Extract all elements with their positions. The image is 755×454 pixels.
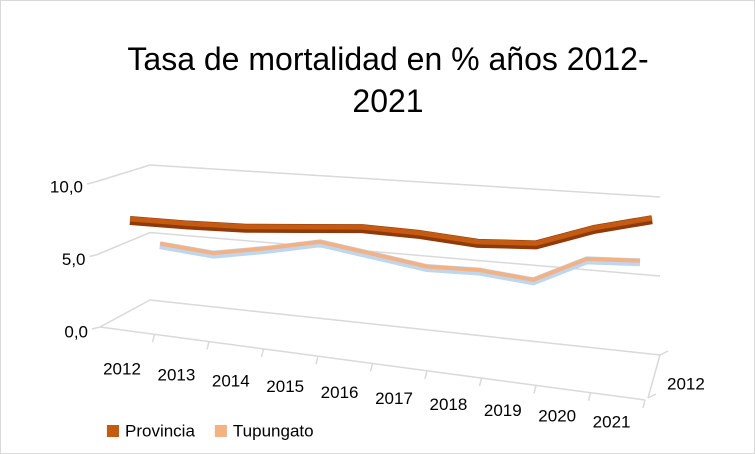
x-tick-label: 2018 (429, 395, 467, 414)
depth-label: 2012 (667, 374, 705, 393)
y-tick-label: 0,0 (64, 322, 88, 341)
series-line (129, 215, 653, 246)
y-tick (91, 326, 101, 330)
x-tick (206, 341, 210, 350)
grid-line (99, 299, 661, 356)
x-tick (533, 385, 537, 394)
series-line (159, 239, 641, 282)
x-tick-label: 2016 (321, 383, 359, 402)
legend-swatch (214, 425, 227, 437)
legend-label: Provincia (125, 421, 195, 440)
y-tick (86, 181, 96, 185)
x-tick-label: 2017 (375, 389, 413, 408)
x-tick (478, 377, 483, 387)
x-tick-label: 2020 (538, 407, 576, 426)
depth-axis (647, 354, 661, 399)
x-tick-label: 2019 (484, 401, 522, 420)
x-tick (642, 399, 646, 409)
x-tick (424, 370, 428, 379)
y-tick-label: 10,0 (50, 177, 83, 196)
chart-title: Tasa de mortalidad en % años 2012-2021 (127, 41, 649, 119)
y-tick-label: 5,0 (62, 250, 86, 269)
depth-tick (647, 393, 657, 399)
x-tick (151, 334, 156, 343)
x-tick (369, 363, 374, 372)
x-tick-label: 2012 (103, 359, 141, 378)
grid-line (97, 231, 661, 277)
x-tick-label: 2015 (266, 377, 304, 396)
x-tick-label: 2021 (593, 413, 631, 432)
x-tick (260, 348, 265, 358)
grid-line (94, 164, 661, 198)
x-tick-label: 2013 (157, 365, 195, 384)
legend-swatch (107, 425, 119, 437)
legend-label: Tupungato (233, 421, 314, 440)
x-tick (587, 392, 592, 401)
depth-tick (659, 350, 669, 356)
x-tick-label: 2014 (212, 371, 250, 390)
x-tick (315, 356, 319, 365)
y-tick (89, 253, 98, 258)
